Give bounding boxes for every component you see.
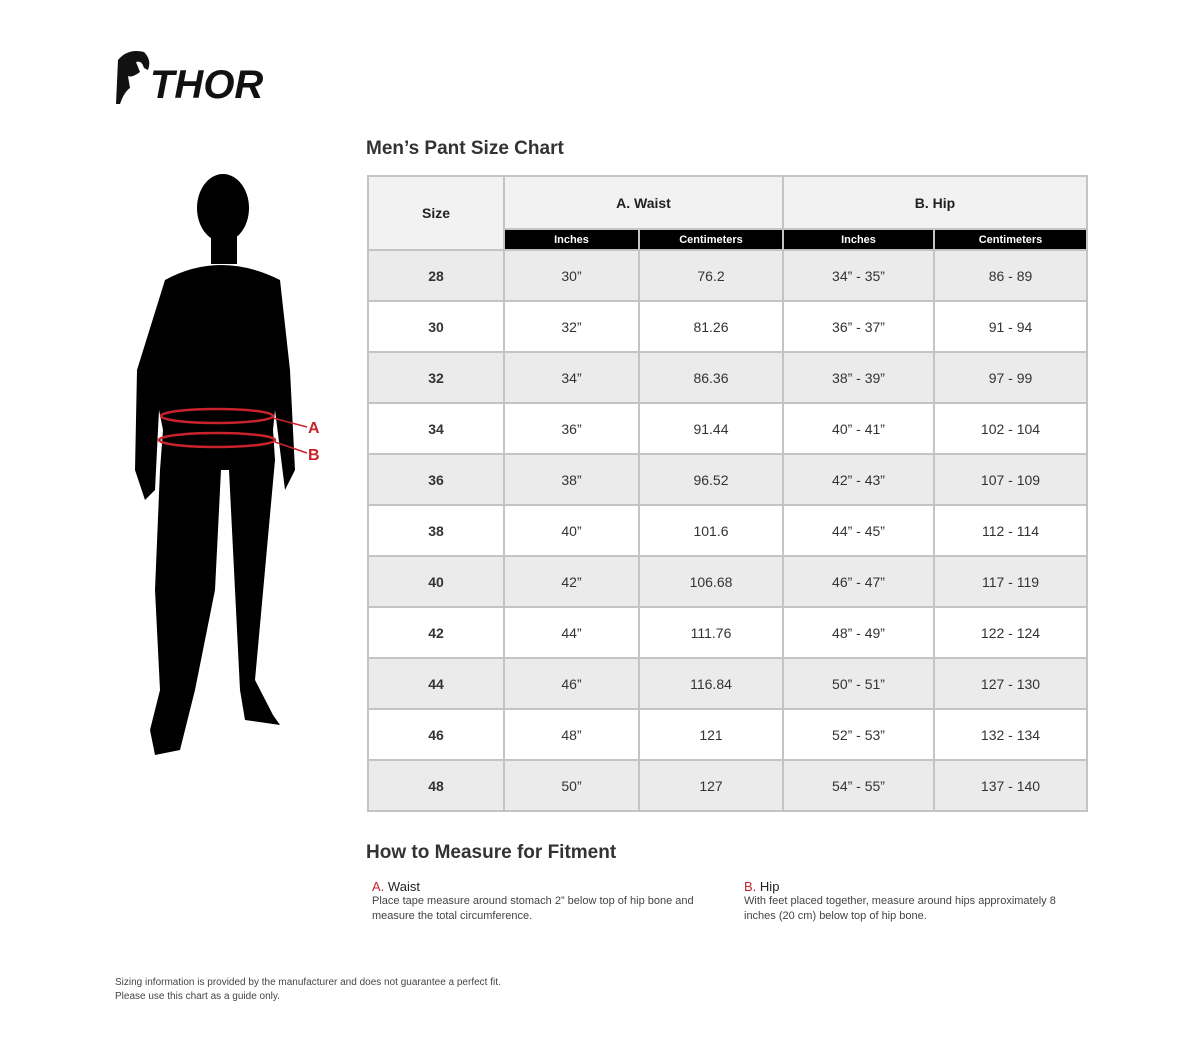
value-cell: 97 - 99 [932, 351, 1089, 404]
table-row: 42 44” 111.76 48” - 49” 122 - 124 [367, 606, 1089, 659]
value-cell: 44” - 45” [782, 504, 935, 557]
waist-text: Place tape measure around stomach 2” bel… [372, 895, 694, 922]
size-cell: 42 [367, 606, 505, 659]
size-cell: 46 [367, 708, 505, 761]
value-cell: 48” - 49” [782, 606, 935, 659]
size-cell: 40 [367, 555, 505, 608]
value-cell: 44” [503, 606, 640, 659]
value-cell: 91 - 94 [932, 300, 1089, 353]
disclaimer-line: Please use this chart as a guide only. [115, 991, 280, 1002]
value-cell: 127 [638, 759, 784, 812]
hip-instructions: B. Hip With feet placed together, measur… [744, 879, 1064, 924]
value-cell: 121 [638, 708, 784, 761]
logo-text: THOR [150, 63, 263, 107]
value-cell: 106.68 [638, 555, 784, 608]
waist-letter: A. [372, 879, 385, 894]
value-cell: 96.52 [638, 453, 784, 506]
value-cell: 127 - 130 [932, 657, 1089, 710]
size-cell: 32 [367, 351, 505, 404]
table-row: 46 48” 121 52” - 53” 132 - 134 [367, 708, 1089, 761]
value-cell: 42” - 43” [782, 453, 935, 506]
value-cell: 81.26 [638, 300, 784, 353]
value-cell: 30” [503, 249, 640, 302]
waist-name: Waist [387, 879, 420, 894]
table-row: 34 36” 91.44 40” - 41” 102 - 104 [367, 402, 1089, 455]
body-silhouette: A B [135, 174, 320, 755]
value-cell: 76.2 [638, 249, 784, 302]
disclaimer: Sizing information is provided by the ma… [115, 976, 501, 1004]
table-row: 30 32” 81.26 36” - 37” 91 - 94 [367, 300, 1089, 353]
value-cell: 54” - 55” [782, 759, 935, 812]
value-cell: 34” - 35” [782, 249, 935, 302]
table-row: 48 50” 127 54” - 55” 137 - 140 [367, 759, 1089, 812]
size-cell: 48 [367, 759, 505, 812]
value-cell: 34” [503, 351, 640, 404]
value-cell: 40” - 41” [782, 402, 935, 455]
value-cell: 86 - 89 [932, 249, 1089, 302]
value-cell: 40” [503, 504, 640, 557]
subheader: Centimeters [638, 229, 784, 250]
subheader: Inches [782, 229, 935, 250]
value-cell: 101.6 [638, 504, 784, 557]
value-cell: 91.44 [638, 402, 784, 455]
hip-letter: B. [744, 879, 757, 894]
value-cell: 86.36 [638, 351, 784, 404]
value-cell: 36” [503, 402, 640, 455]
chart-title: Men’s Pant Size Chart [366, 138, 564, 159]
value-cell: 117 - 119 [932, 555, 1089, 608]
hip-text: With feet placed together, measure aroun… [744, 895, 1056, 922]
value-cell: 111.76 [638, 606, 784, 659]
size-cell: 38 [367, 504, 505, 557]
value-cell: 36” - 37” [782, 300, 935, 353]
value-cell: 38” - 39” [782, 351, 935, 404]
table-row: 40 42” 106.68 46” - 47” 117 - 119 [367, 555, 1089, 608]
value-cell: 38” [503, 453, 640, 506]
size-header: Size [367, 175, 505, 251]
size-cell: 30 [367, 300, 505, 353]
size-table: Size A. Waist B. Hip Inches Centimeters … [367, 175, 1089, 812]
value-cell: 112 - 114 [932, 504, 1089, 557]
hip-name: Hip [759, 879, 780, 894]
value-cell: 50” [503, 759, 640, 812]
label-a: A [308, 420, 320, 437]
subheader: Centimeters [932, 229, 1089, 250]
value-cell: 46” [503, 657, 640, 710]
size-cell: 36 [367, 453, 505, 506]
disclaimer-line: Sizing information is provided by the ma… [115, 977, 501, 988]
waist-header: A. Waist [503, 175, 784, 230]
value-cell: 48” [503, 708, 640, 761]
hip-header: B. Hip [781, 175, 1089, 230]
value-cell: 42” [503, 555, 640, 608]
value-cell: 50” - 51” [782, 657, 935, 710]
value-cell: 137 - 140 [932, 759, 1089, 812]
table-row: 28 30” 76.2 34” - 35” 86 - 89 [367, 249, 1089, 302]
table-row: 38 40” 101.6 44” - 45” 112 - 114 [367, 504, 1089, 557]
waist-instructions: A. Waist Place tape measure around stoma… [372, 879, 712, 924]
value-cell: 52” - 53” [782, 708, 935, 761]
size-cell: 44 [367, 657, 505, 710]
table-row: 32 34” 86.36 38” - 39” 97 - 99 [367, 351, 1089, 404]
value-cell: 132 - 134 [932, 708, 1089, 761]
value-cell: 122 - 124 [932, 606, 1089, 659]
thor-logo: THOR [116, 51, 263, 107]
label-b: B [308, 447, 320, 464]
value-cell: 116.84 [638, 657, 784, 710]
value-cell: 102 - 104 [932, 402, 1089, 455]
value-cell: 107 - 109 [932, 453, 1089, 506]
value-cell: 32” [503, 300, 640, 353]
size-cell: 34 [367, 402, 505, 455]
size-cell: 28 [367, 249, 505, 302]
table-row: 36 38” 96.52 42” - 43” 107 - 109 [367, 453, 1089, 506]
table-row: 44 46” 116.84 50” - 51” 127 - 130 [367, 657, 1089, 710]
subheader: Inches [503, 229, 640, 250]
how-to-measure-title: How to Measure for Fitment [366, 842, 617, 863]
value-cell: 46” - 47” [782, 555, 935, 608]
